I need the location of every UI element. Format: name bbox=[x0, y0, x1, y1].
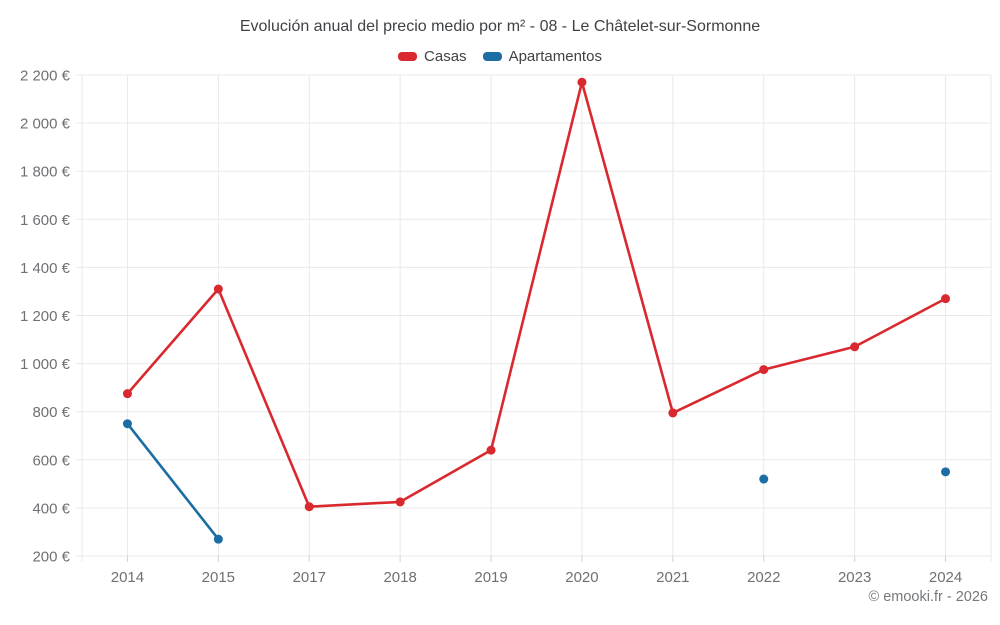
x-axis-label: 2014 bbox=[111, 569, 144, 586]
y-axis-label: 1 000 € bbox=[20, 356, 71, 373]
data-point-casas-2018[interactable] bbox=[395, 497, 405, 507]
data-point-casas-2020[interactable] bbox=[577, 77, 587, 87]
data-point-casas-2021[interactable] bbox=[668, 408, 678, 418]
legend-label-casas: Casas bbox=[424, 48, 467, 65]
legend-label-apartamentos: Apartamentos bbox=[508, 48, 602, 65]
data-point-apartamentos-2014[interactable] bbox=[122, 419, 132, 429]
y-axis-label: 400 € bbox=[32, 500, 70, 517]
data-point-casas-2024[interactable] bbox=[941, 294, 951, 304]
y-axis-label: 1 200 € bbox=[20, 308, 71, 325]
x-axis-label: 2024 bbox=[929, 569, 962, 586]
x-axis-label: 2023 bbox=[838, 569, 871, 586]
series-line-apartamentos bbox=[126, 422, 220, 541]
data-point-apartamentos-2022[interactable] bbox=[759, 474, 769, 484]
x-axis-label: 2021 bbox=[656, 569, 689, 586]
x-axis-label: 2019 bbox=[474, 569, 507, 586]
legend-item-apartamentos[interactable]: Apartamentos bbox=[482, 48, 602, 65]
data-point-casas-2017[interactable] bbox=[304, 502, 314, 512]
legend-swatch-apartamentos bbox=[482, 52, 502, 61]
chart-title: Evolución anual del precio medio por m² … bbox=[239, 18, 761, 35]
y-axis-label: 1 800 € bbox=[20, 164, 71, 181]
y-axis-label: 2 000 € bbox=[20, 116, 71, 133]
legend-item-casas[interactable]: Casas bbox=[398, 48, 467, 65]
x-axis-label: 2022 bbox=[747, 569, 780, 586]
x-axis-label: 2015 bbox=[202, 569, 235, 586]
y-axis-label: 600 € bbox=[32, 452, 70, 469]
data-point-apartamentos-2024[interactable] bbox=[941, 467, 951, 477]
data-point-casas-2014[interactable] bbox=[122, 389, 132, 399]
x-axis-label: 2020 bbox=[565, 569, 598, 586]
y-axis-label: 1 600 € bbox=[20, 212, 71, 229]
y-axis-label: 200 € bbox=[32, 549, 70, 566]
copyright-credit: © emooki.fr - 2026 bbox=[868, 589, 988, 605]
data-point-casas-2015[interactable] bbox=[213, 284, 223, 294]
y-axis-label: 1 400 € bbox=[20, 260, 71, 277]
data-point-casas-2023[interactable] bbox=[850, 342, 860, 352]
data-point-apartamentos-2015[interactable] bbox=[213, 534, 223, 544]
y-axis-label: 2 200 € bbox=[20, 68, 71, 85]
data-point-casas-2019[interactable] bbox=[486, 445, 496, 455]
data-point-casas-2022[interactable] bbox=[759, 365, 769, 375]
series-line-casas bbox=[126, 80, 947, 508]
x-axis-label: 2018 bbox=[383, 569, 416, 586]
legend-swatch-casas bbox=[398, 52, 418, 61]
chart-legend: Casas Apartamentos bbox=[0, 48, 1000, 65]
x-axis-label: 2017 bbox=[293, 569, 326, 586]
y-axis-label: 800 € bbox=[32, 404, 70, 421]
